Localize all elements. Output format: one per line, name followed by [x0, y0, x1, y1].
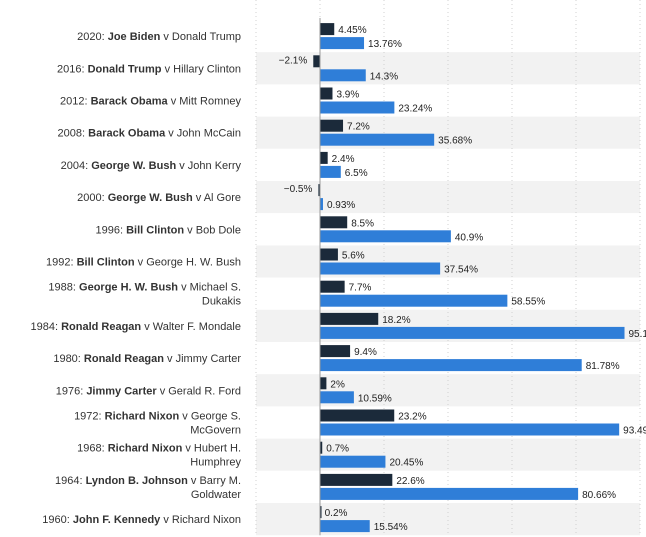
value-label: 14.3%	[370, 71, 398, 82]
secondary-bar	[320, 69, 366, 82]
category-label: 1988: George H. W. Bush v Michael S.	[48, 282, 241, 294]
category-label: 2016: Donald Trump v Hillary Clinton	[57, 63, 241, 75]
secondary-bar	[320, 423, 620, 436]
row-band	[256, 374, 640, 407]
category-label: 1972: Richard Nixon v George S.	[74, 411, 241, 423]
secondary-bar	[320, 230, 451, 243]
category-label: 2008: Barack Obama v John McCain	[58, 128, 241, 140]
margin-bar	[313, 55, 320, 68]
value-label: 80.66%	[582, 490, 616, 501]
value-label: 18.2%	[382, 315, 410, 326]
margin-bar	[320, 248, 338, 261]
value-label: 10.59%	[358, 393, 392, 404]
margin-bar	[320, 23, 335, 36]
value-label: 15.54%	[374, 522, 408, 533]
category-label: Dukakis	[202, 296, 242, 308]
value-label: 8.5%	[351, 218, 374, 229]
margin-bar	[320, 409, 395, 422]
secondary-bar	[320, 133, 435, 146]
secondary-bar	[320, 520, 370, 533]
value-label: 0.7%	[326, 444, 349, 455]
value-label: 58.55%	[511, 297, 545, 308]
value-label: 0.2%	[325, 508, 348, 519]
value-label: 95.16%	[629, 329, 646, 340]
secondary-bar	[320, 37, 365, 50]
value-label: −2.1%	[279, 55, 308, 66]
margin-bar	[320, 216, 348, 229]
secondary-bar	[320, 294, 508, 307]
value-label: 7.7%	[349, 283, 372, 294]
category-label: 1992: Bill Clinton v George H. W. Bush	[46, 257, 241, 269]
value-label: 13.76%	[368, 39, 402, 50]
margin-bar	[320, 151, 328, 164]
category-label: 2004: George W. Bush v John Kerry	[61, 160, 242, 172]
margin-bar	[320, 280, 345, 293]
value-label: −0.5%	[284, 184, 313, 195]
secondary-bar	[320, 198, 323, 211]
value-label: 4.45%	[338, 25, 366, 36]
category-label: 1964: Lyndon B. Johnson v Barry M.	[55, 475, 241, 487]
category-label: 1996: Bill Clinton v Bob Dole	[95, 224, 241, 236]
category-label: 1960: John F. Kennedy v Richard Nixon	[42, 514, 241, 526]
value-label: 6.5%	[345, 168, 368, 179]
secondary-bar	[320, 101, 395, 114]
value-label: 20.45%	[389, 458, 423, 469]
secondary-bar	[320, 262, 441, 275]
margin-bar	[320, 377, 327, 390]
secondary-bar	[320, 359, 582, 372]
value-label: 2%	[330, 379, 345, 390]
row-bands	[256, 20, 640, 536]
category-label: 1984: Ronald Reagan v Walter F. Mondale	[30, 321, 241, 333]
value-label: 9.4%	[354, 347, 377, 358]
secondary-bar	[320, 326, 625, 339]
value-label: 81.78%	[586, 361, 620, 372]
value-label: 40.9%	[455, 232, 483, 243]
value-label: 0.93%	[327, 200, 355, 211]
value-label: 23.24%	[398, 104, 432, 115]
margin-bar	[320, 345, 351, 358]
secondary-bar	[320, 391, 354, 404]
category-label: Goldwater	[191, 489, 241, 501]
value-label: 93.49%	[623, 426, 646, 437]
category-label: 2012: Barack Obama v Mitt Romney	[60, 96, 241, 108]
margin-bar	[320, 441, 323, 454]
category-label: 2000: George W. Bush v Al Gore	[77, 192, 241, 204]
value-label: 37.54%	[444, 265, 478, 276]
category-label: Humphrey	[190, 457, 241, 469]
category-label: 2020: Joe Biden v Donald Trump	[77, 31, 241, 43]
value-label: 23.2%	[398, 412, 426, 423]
margin-bar	[320, 312, 379, 325]
row-band	[256, 503, 640, 536]
category-labels: 2020: Joe Biden v Donald Trump 2016: Dona…	[30, 31, 241, 526]
category-label: 1976: Jimmy Carter v Gerald R. Ford	[56, 385, 241, 397]
secondary-bar	[320, 487, 579, 500]
value-labels: 4.45%13.76% −2.1% 14.3% 3.9% 23.24% 7.2% 35.68…	[279, 25, 646, 533]
bars	[313, 23, 625, 533]
category-label: 1980: Ronald Reagan v Jimmy Carter	[53, 353, 241, 365]
margin-bar	[318, 184, 320, 197]
value-label: 7.2%	[347, 122, 370, 133]
category-label: McGovern	[190, 425, 241, 437]
margin-bar	[320, 87, 333, 100]
value-label: 5.6%	[342, 251, 365, 262]
margin-bar	[320, 473, 393, 486]
margin-bar	[320, 506, 322, 519]
secondary-bar	[320, 455, 386, 468]
value-label: 2.4%	[332, 154, 355, 165]
row-band	[256, 438, 640, 471]
value-label: 35.68%	[438, 136, 472, 147]
secondary-bar	[320, 165, 341, 178]
margin-bar	[320, 119, 344, 132]
value-label: 22.6%	[396, 476, 424, 487]
category-label: 1968: Richard Nixon v Hubert H.	[77, 443, 241, 455]
value-label: 3.9%	[336, 90, 359, 101]
